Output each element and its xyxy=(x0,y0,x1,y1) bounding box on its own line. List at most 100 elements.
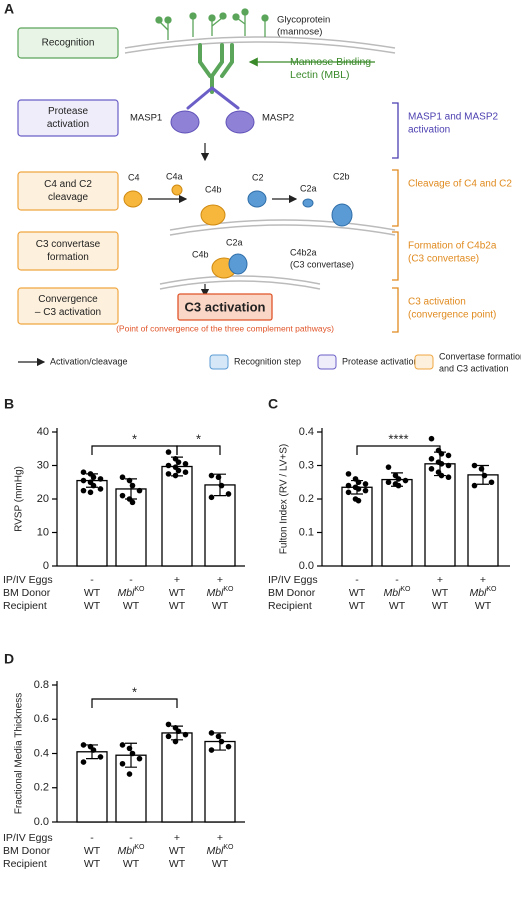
mbl-shape xyxy=(186,43,240,110)
data-point xyxy=(215,733,222,740)
data-point xyxy=(80,477,87,484)
row-cell: - xyxy=(129,832,133,844)
step-label: Convergence xyxy=(38,294,98,305)
step-box xyxy=(17,27,119,59)
data-point xyxy=(225,743,232,750)
row-cell-base: Mbl xyxy=(117,845,135,857)
row-cell-base: Mbl xyxy=(206,587,224,599)
data-point xyxy=(175,467,182,474)
membranes xyxy=(124,36,396,290)
data-point xyxy=(345,489,352,496)
glycoprotein-label: (mannose) xyxy=(277,27,322,38)
row-cell: - xyxy=(395,574,399,586)
data-point xyxy=(80,469,87,476)
y-axis-label: Fractional Media Thickness xyxy=(14,693,25,815)
row-cell: + xyxy=(174,574,180,586)
data-point xyxy=(445,462,452,469)
data-point xyxy=(126,745,133,752)
y-axis-label: RVSP (mmHg) xyxy=(14,466,25,532)
significance-label: * xyxy=(132,431,137,446)
step-bracket xyxy=(392,287,399,333)
data-point xyxy=(428,435,435,442)
row-cell: WT xyxy=(349,587,366,599)
row-cell: WT xyxy=(169,858,186,870)
data-point xyxy=(172,738,179,745)
step-box xyxy=(17,231,119,271)
y-tick-label: 0.4 xyxy=(34,747,49,759)
y-tick-label: 30 xyxy=(37,459,49,471)
row-cell: - xyxy=(129,574,133,586)
data-point xyxy=(80,759,87,765)
data-point xyxy=(165,449,172,455)
data-point xyxy=(445,452,452,459)
row-cell: WT xyxy=(212,600,229,612)
y-tick-label: 0.6 xyxy=(34,713,49,725)
y-tick-label: 0.8 xyxy=(34,679,49,691)
row-cell: MblKO xyxy=(206,586,234,599)
row-cell: + xyxy=(217,832,223,844)
y-tick-label: 0.3 xyxy=(299,459,314,471)
row-cell-sup: KO xyxy=(223,586,234,593)
convertase-label: C4b2a xyxy=(290,247,317,257)
data-point xyxy=(355,479,362,486)
data-point xyxy=(215,474,222,481)
row-cell-base: Mbl xyxy=(206,845,224,857)
data-point xyxy=(172,472,179,479)
row-cell: WT xyxy=(475,600,492,612)
row-cell: WT xyxy=(84,845,101,857)
bar xyxy=(161,465,193,567)
data-point xyxy=(438,472,445,479)
row-cell: MblKO xyxy=(383,586,411,599)
data-point xyxy=(80,487,87,494)
data-point xyxy=(136,487,143,494)
panel-label: C xyxy=(268,396,278,412)
significance-bracket xyxy=(91,698,178,708)
row-cell: - xyxy=(90,832,94,844)
row-cell: WT xyxy=(84,600,101,612)
step-label: Recognition xyxy=(42,38,95,49)
data-point xyxy=(428,466,435,472)
row-label: Recipient xyxy=(3,858,47,870)
data-point xyxy=(362,487,369,494)
row-label: BM Donor xyxy=(268,587,316,599)
data-point xyxy=(119,474,126,481)
y-tick-label: 0.2 xyxy=(34,782,49,794)
row-label: IP/IV Eggs xyxy=(268,574,318,586)
row-cell: WT xyxy=(169,600,186,612)
row-cell-base: Mbl xyxy=(383,587,401,599)
data-point xyxy=(345,482,352,489)
row-cell-sup: KO xyxy=(400,586,411,593)
step-description: C3 activation xyxy=(408,297,466,308)
data-point xyxy=(218,738,225,745)
data-point xyxy=(355,486,362,492)
data-point xyxy=(345,471,352,477)
row-cell: WT xyxy=(123,600,140,612)
legend-swatch xyxy=(209,354,229,370)
row-cell: WT xyxy=(349,600,366,612)
legend-swatch xyxy=(317,354,337,370)
row-cell: WT xyxy=(389,600,406,612)
data-point xyxy=(182,461,189,467)
legend-label: Protease activation xyxy=(342,356,419,366)
data-point xyxy=(129,499,136,506)
row-cell: WT xyxy=(123,858,140,870)
step-bracket xyxy=(392,169,399,227)
row-cell: + xyxy=(217,574,223,586)
significance-bracket xyxy=(356,445,441,455)
row-cell: - xyxy=(90,574,94,586)
protein-label: C2a xyxy=(226,237,243,247)
data-point xyxy=(208,747,215,753)
data-point xyxy=(126,477,133,484)
row-cell: MblKO xyxy=(117,844,145,857)
bar xyxy=(76,479,108,567)
data-point xyxy=(136,755,143,762)
step-label: activation xyxy=(47,119,89,130)
significance-label: * xyxy=(132,684,137,699)
step-bracket xyxy=(392,231,399,281)
y-tick-label: 20 xyxy=(37,493,49,505)
step-description: MASP1 and MASP2 xyxy=(408,112,498,123)
data-point xyxy=(385,479,392,486)
glycoproteins xyxy=(155,8,269,40)
data-point xyxy=(208,472,215,479)
